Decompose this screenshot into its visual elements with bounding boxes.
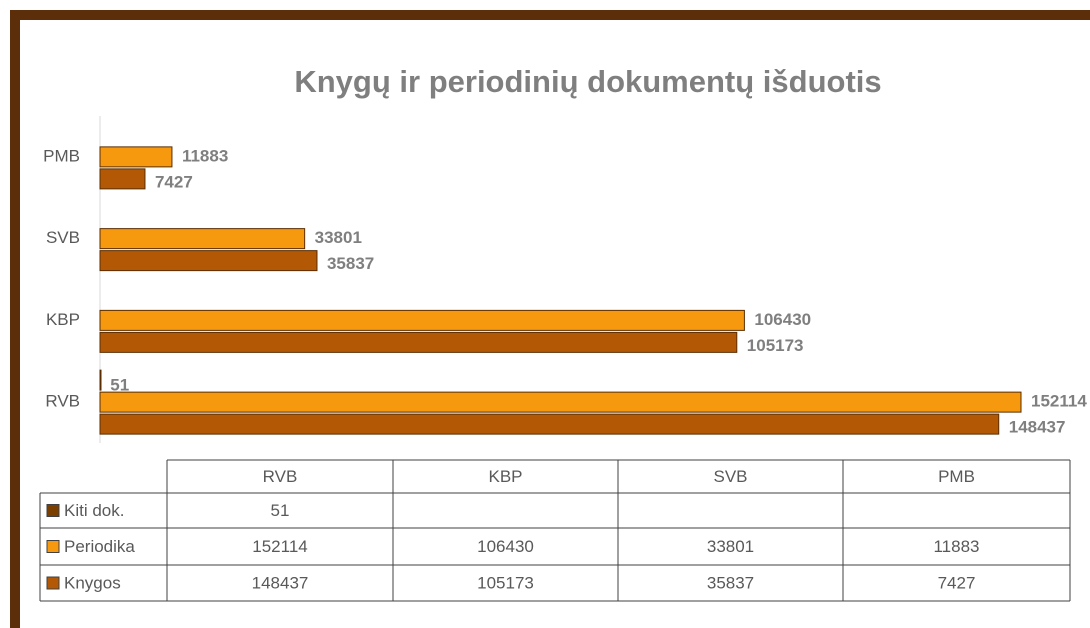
table-header: RVB [263, 467, 298, 486]
table-header: PMB [938, 467, 975, 486]
bar [99, 228, 306, 250]
bar [99, 369, 102, 391]
category-label: PMB [43, 146, 80, 165]
legend-key [46, 504, 60, 517]
frame-top [10, 10, 1090, 20]
legend-label: Knygos [64, 573, 121, 592]
table-value: 11883 [933, 537, 979, 556]
table-value: 152114 [252, 537, 307, 556]
table-value: 106430 [477, 537, 534, 556]
table-value: 7427 [938, 573, 976, 592]
legend-key [46, 576, 60, 590]
frame-left [10, 10, 20, 628]
table-header: SVB [713, 467, 747, 486]
data-label: 51 [110, 376, 129, 395]
table-value: 33801 [707, 537, 754, 556]
table-value: 148437 [252, 573, 309, 592]
category-label: KBP [46, 310, 80, 329]
data-label: 105173 [747, 336, 804, 355]
category-label: RVB [45, 392, 80, 411]
data-label: 148437 [1009, 418, 1066, 437]
data-label: 106430 [754, 310, 811, 329]
data-label: 11883 [182, 146, 228, 165]
legend-label: Kiti dok. [64, 501, 124, 520]
legend-label: Periodika [64, 537, 135, 556]
table-value: 105173 [477, 573, 534, 592]
table-header: KBP [488, 467, 522, 486]
bar [99, 309, 745, 331]
legend-key [46, 540, 60, 553]
category-label: SVB [46, 228, 80, 247]
data-label: 33801 [315, 228, 362, 247]
bar [99, 146, 173, 168]
table-value: 35837 [707, 573, 754, 592]
data-label: 7427 [155, 172, 193, 191]
bar [99, 331, 738, 353]
data-label: 152114 [1031, 392, 1087, 411]
bar [99, 250, 318, 272]
bar [99, 413, 1000, 435]
bar [99, 391, 1022, 413]
table-value: 51 [271, 501, 290, 520]
chart-title: Knygų ir periodinių dokumentų išduotis [294, 64, 881, 99]
bar [99, 168, 146, 190]
data-label: 35837 [327, 254, 374, 273]
